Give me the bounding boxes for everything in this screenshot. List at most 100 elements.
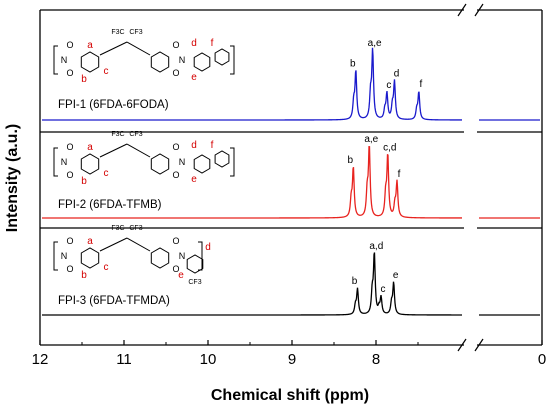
- proton-label-b: b: [81, 176, 87, 187]
- x-tick-label: 9: [288, 351, 296, 368]
- bracket-right: [198, 241, 203, 271]
- x-axis-title: Chemical shift (ppm): [211, 387, 369, 404]
- spectrum-trace-1: [42, 146, 462, 219]
- bracket-right: [230, 45, 235, 75]
- benzene-ring: [80, 51, 100, 73]
- substituent-label: F3C: [111, 29, 124, 36]
- substituent-label: CF3: [129, 225, 142, 232]
- atom-label: O: [172, 68, 179, 78]
- benzene-ring: [186, 254, 204, 274]
- atom-label: O: [66, 68, 73, 78]
- peak-label: b: [352, 276, 358, 287]
- atom-label: O: [66, 264, 73, 274]
- proton-label-d: d: [205, 242, 211, 253]
- axis-break-top-0: [457, 3, 467, 17]
- spectra-traces: [42, 47, 540, 316]
- peak-label: b: [350, 58, 356, 69]
- plot-frame: [39, 3, 543, 352]
- peak-label: d: [394, 69, 400, 80]
- peak-label: b: [348, 155, 354, 166]
- atom-label: N: [179, 157, 186, 167]
- benzene-ring: [193, 154, 211, 174]
- atom-label: O: [172, 264, 179, 274]
- x-tick-label: 12: [32, 351, 49, 368]
- benzene-ring: [150, 247, 170, 269]
- proton-label-e: e: [191, 72, 197, 83]
- substituent-label: CF3: [129, 29, 142, 36]
- bond: [99, 41, 128, 56]
- proton-label-a: a: [87, 40, 93, 51]
- atom-label: N: [61, 157, 68, 167]
- peak-label: e: [393, 270, 399, 281]
- peak-label: c,d: [383, 142, 396, 153]
- y-axis-title: Intensity (a.u.): [4, 124, 21, 232]
- peak-label: f: [398, 169, 401, 180]
- bracket-right: [230, 147, 235, 177]
- x-tick-label: 10: [200, 351, 217, 368]
- atom-label: O: [66, 236, 73, 246]
- peak-label: a,e: [368, 38, 382, 49]
- proton-label-e: e: [178, 270, 184, 281]
- peak-label: a,d: [369, 241, 383, 252]
- proton-label-a: a: [87, 142, 93, 153]
- bracket-left: [53, 45, 58, 75]
- substituent-label: CF3: [129, 131, 142, 138]
- proton-label-f: f: [211, 140, 214, 151]
- substituent-label: F3C: [111, 225, 124, 232]
- bond: [126, 41, 151, 56]
- series-name-label: FPI-2 (6FDA-TFMB): [58, 199, 162, 211]
- atom-label: N: [179, 55, 186, 65]
- proton-label-d: d: [191, 38, 197, 49]
- bond: [126, 237, 151, 252]
- axis-break-top-1: [474, 3, 484, 17]
- atom-label: O: [66, 142, 73, 152]
- proton-label-c: c: [104, 66, 109, 77]
- proton-label-f: f: [211, 38, 214, 49]
- atom-label: O: [66, 170, 73, 180]
- atom-label: O: [172, 170, 179, 180]
- axis-break-bottom-0: [457, 338, 467, 352]
- atom-label: O: [172, 142, 179, 152]
- bracket-left: [53, 241, 58, 271]
- benzene-ring: [80, 153, 100, 175]
- proton-label-a: a: [87, 236, 93, 247]
- atom-label: N: [61, 251, 68, 261]
- atom-label: O: [172, 40, 179, 50]
- atom-label: N: [61, 55, 68, 65]
- benzene-ring: [80, 247, 100, 269]
- x-tick-label: 0: [538, 351, 546, 368]
- substituent-label: CF3: [188, 279, 201, 286]
- spectrum-trace-2: [42, 252, 462, 316]
- peak-label: c: [381, 284, 386, 295]
- proton-label-b: b: [81, 74, 87, 85]
- peak-label: c: [386, 80, 391, 91]
- benzene-ring: [214, 150, 230, 168]
- x-tick-label: 11: [116, 351, 132, 368]
- atom-label: O: [172, 236, 179, 246]
- benzene-ring: [150, 153, 170, 175]
- series-name-label: FPI-3 (6FDA-TFMDA): [58, 295, 170, 307]
- substituent-label: F3C: [111, 131, 124, 138]
- benzene-ring: [193, 52, 211, 72]
- bond: [126, 143, 151, 158]
- bond: [99, 143, 128, 158]
- atom-label: O: [66, 40, 73, 50]
- proton-label-c: c: [104, 168, 109, 179]
- series-name-label: FPI-1 (6FDA-6FODA): [58, 99, 169, 111]
- x-tick-label: 8: [372, 351, 380, 368]
- proton-label-b: b: [81, 270, 87, 281]
- benzene-ring: [214, 48, 230, 66]
- bond: [99, 237, 128, 252]
- proton-label-c: c: [104, 262, 109, 273]
- axis-break-bottom-1: [474, 338, 484, 352]
- proton-label-e: e: [191, 174, 197, 185]
- bracket-left: [53, 147, 58, 177]
- peak-label: f: [419, 79, 422, 90]
- proton-label-d: d: [191, 140, 197, 151]
- benzene-ring: [150, 51, 170, 73]
